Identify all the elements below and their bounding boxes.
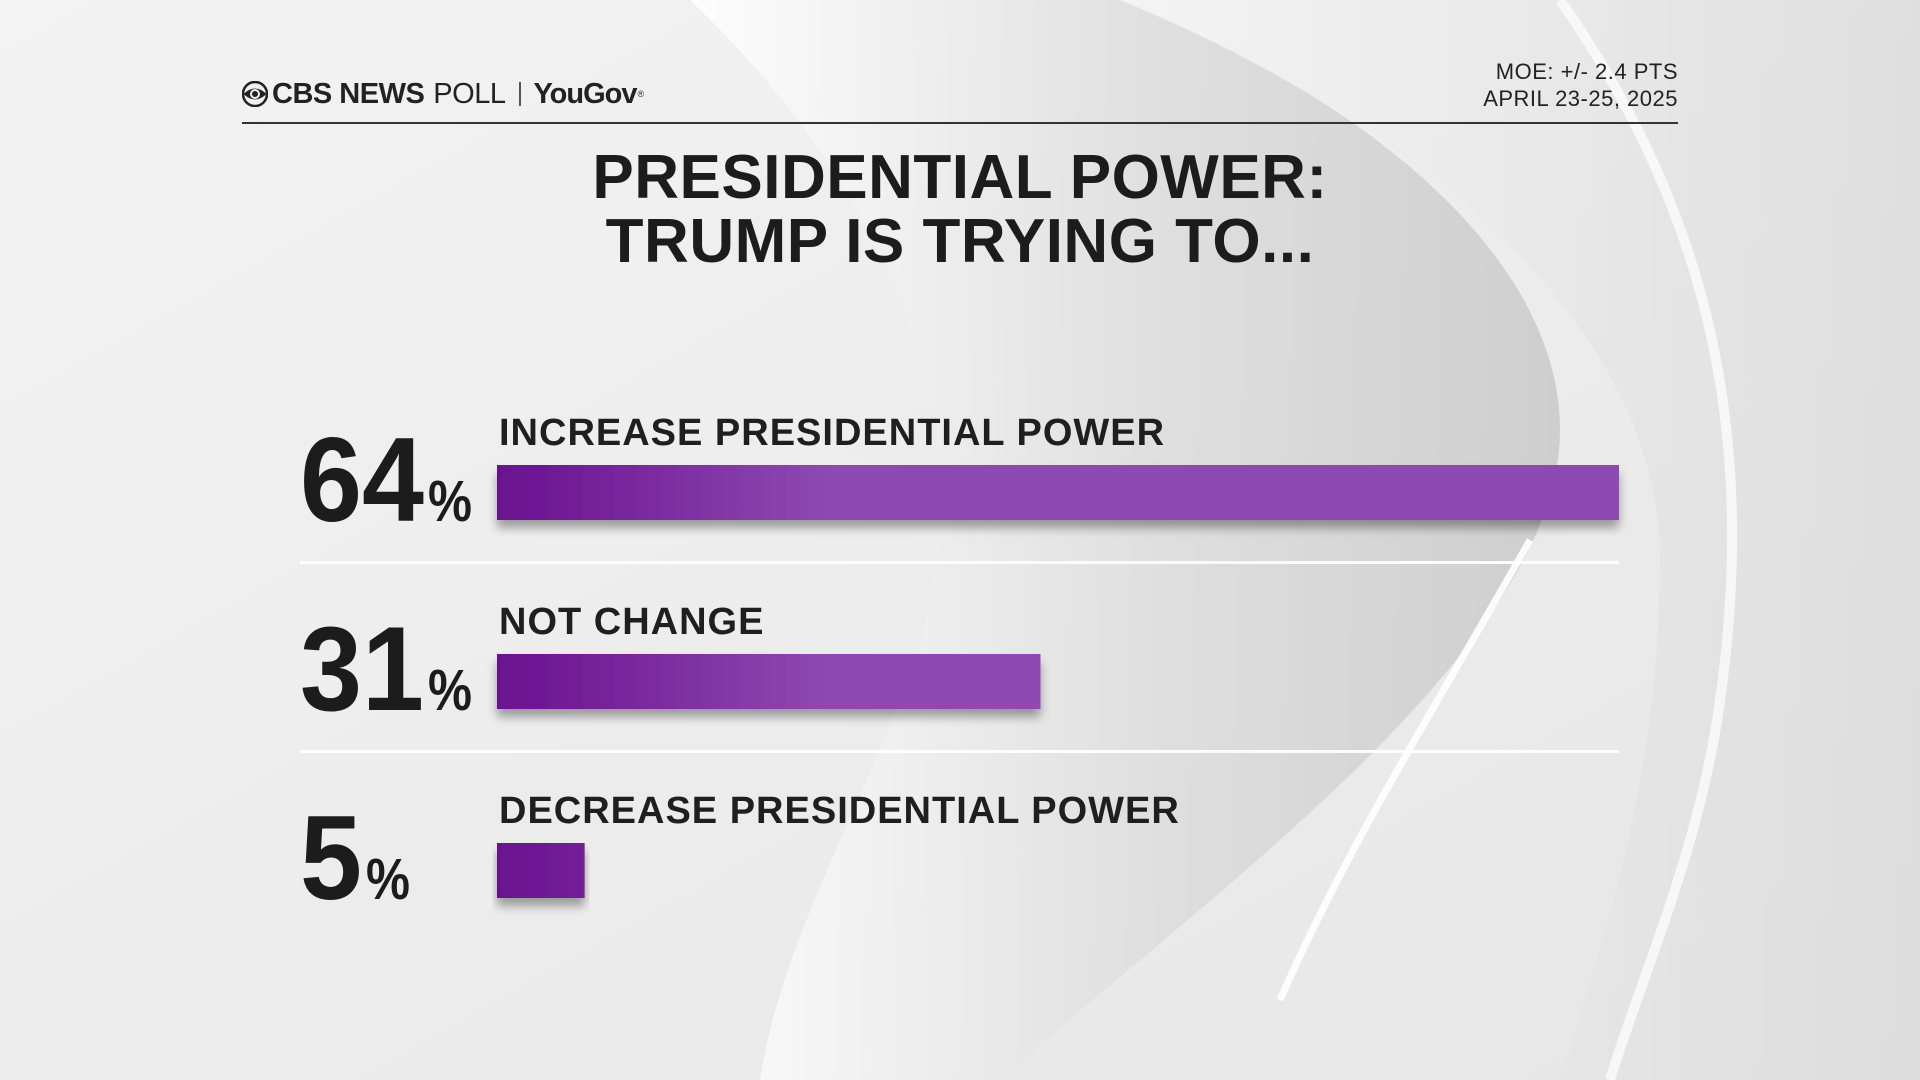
category-label: NOT CHANGE xyxy=(499,601,764,643)
category-label: DECREASE PRESIDENTIAL POWER xyxy=(499,790,1180,832)
bar-value-unit: % xyxy=(428,658,472,723)
brand-primary: CBS NEWS xyxy=(272,77,425,110)
brand-partner: YouGov xyxy=(533,77,637,110)
category-label: INCREASE PRESIDENTIAL POWER xyxy=(499,412,1165,454)
bar-value-label: 31 xyxy=(300,602,424,736)
chart-row: 64 % INCREASE PRESIDENTIAL POWER xyxy=(300,412,1619,564)
bar-value-unit: % xyxy=(428,469,472,534)
row-divider xyxy=(300,750,1619,753)
poll-dates: APRIL 23-25, 2025 xyxy=(1483,86,1678,111)
chart-row: 31 % NOT CHANGE xyxy=(300,601,1619,753)
brand-secondary: POLL xyxy=(433,77,506,110)
bar-value-label: 5 xyxy=(300,791,362,925)
row-divider xyxy=(300,561,1619,564)
brand-divider xyxy=(519,82,522,106)
margin-of-error: MOE: +/- 2.4 PTS xyxy=(1495,59,1678,84)
chart-title: PRESIDENTIAL POWER: TRUMP IS TRYING TO..… xyxy=(0,146,1920,274)
brand-header: CBS NEWS POLL YouGov ® xyxy=(242,76,644,112)
bar xyxy=(497,843,585,898)
poll-meta: MOE: +/- 2.4 PTS APRIL 23-25, 2025 xyxy=(1483,58,1678,112)
bar-value-unit: % xyxy=(366,847,410,912)
bar xyxy=(497,465,1619,520)
bar-value-label: 64 xyxy=(300,413,424,547)
brand-partner-mark: ® xyxy=(637,89,645,99)
bar xyxy=(497,654,1041,709)
chart-title-line1: PRESIDENTIAL POWER: xyxy=(592,143,1328,212)
header-rule xyxy=(242,122,1678,124)
cbs-eye-icon xyxy=(242,81,268,107)
chart-row: 5 % DECREASE PRESIDENTIAL POWER xyxy=(300,790,1180,925)
chart-title-line2: TRUMP IS TRYING TO... xyxy=(605,207,1315,276)
